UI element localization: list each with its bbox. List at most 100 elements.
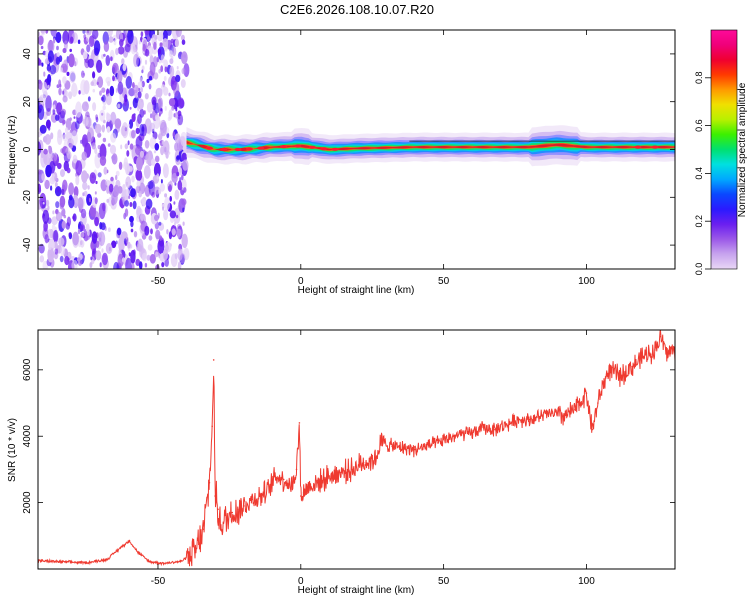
noise-blob	[170, 38, 175, 44]
noise-blob	[169, 65, 175, 78]
noise-blob	[94, 152, 102, 169]
noise-blob	[38, 31, 41, 37]
noise-blob	[137, 81, 143, 89]
snr-data-point	[340, 471, 342, 474]
noise-blob	[180, 131, 188, 147]
noise-blob	[47, 40, 55, 53]
noise-blob	[163, 59, 169, 69]
snr-data-point	[120, 546, 122, 549]
snr-data-point	[437, 442, 439, 444]
noise-blob	[172, 131, 176, 138]
noise-blob	[108, 36, 114, 43]
noise-blob	[43, 71, 46, 77]
noise-blob	[168, 184, 172, 193]
snr-y-axis-label: SNR (10 * v/v)	[7, 418, 18, 482]
noise-blob	[134, 96, 139, 104]
noise-blob	[54, 181, 58, 188]
noise-blob	[62, 119, 66, 125]
noise-blob	[89, 172, 97, 184]
noise-blob	[149, 61, 156, 76]
noise-blob	[106, 185, 110, 194]
noise-blob	[73, 116, 76, 119]
noise-blob	[166, 30, 172, 36]
noise-blob	[62, 179, 68, 192]
noise-blob	[140, 31, 144, 37]
noise-blob	[118, 198, 123, 208]
noise-blob	[174, 253, 178, 260]
noise-blob	[177, 261, 182, 269]
noise-blob	[118, 161, 123, 170]
snr-plot-area	[38, 330, 675, 569]
snr-data-point	[517, 418, 519, 421]
noise-blob	[125, 162, 130, 175]
noise-blob	[100, 222, 106, 231]
noise-blob	[117, 103, 121, 109]
noise-blob	[150, 228, 153, 235]
snr-data-point	[211, 425, 213, 428]
noise-blob	[52, 210, 55, 215]
noise-blob	[59, 255, 64, 263]
noise-blob	[47, 242, 52, 251]
snr-y-tick-label: 4000	[22, 425, 33, 448]
noise-blob	[81, 208, 87, 219]
snr-data-point	[237, 508, 239, 511]
noise-blob	[128, 88, 135, 97]
noise-blob	[149, 253, 156, 264]
noise-blob	[86, 44, 91, 53]
noise-blob	[147, 244, 153, 251]
noise-blob	[117, 70, 123, 83]
spectrogram-x-tick-label: 0	[298, 276, 304, 287]
spectrogram-x-axis: -50 0 50 100	[151, 30, 595, 287]
noise-blob	[133, 231, 138, 238]
noise-blob	[157, 48, 162, 55]
noise-blob	[90, 241, 94, 250]
noise-blob	[65, 118, 72, 131]
noise-blob	[112, 64, 117, 74]
noise-blob	[129, 106, 132, 110]
noise-blob	[136, 180, 141, 187]
snr-data-point	[482, 427, 485, 429]
noise-blob	[148, 75, 153, 81]
noise-blob	[124, 143, 129, 150]
signal-hotspot	[294, 144, 302, 148]
noise-blob	[45, 95, 52, 112]
noise-blob	[147, 181, 154, 189]
noise-blob	[144, 140, 150, 149]
noise-blob	[74, 61, 77, 67]
noise-blob	[128, 195, 131, 199]
spectrogram-x-axis-label: Height of straight line (km)	[298, 285, 415, 296]
noise-blob	[159, 42, 163, 48]
noise-blob	[99, 155, 107, 166]
noise-blob	[62, 90, 65, 95]
snr-data-point	[291, 485, 294, 487]
noise-blob	[183, 63, 190, 78]
noise-blob	[102, 105, 106, 111]
noise-blob	[105, 55, 111, 66]
noise-blob	[139, 77, 143, 83]
noise-blob	[177, 113, 184, 126]
snr-data-point	[212, 359, 215, 361]
spectrogram-y-axis-label: Frequency (Hz)	[7, 116, 18, 185]
noise-blob	[98, 202, 106, 220]
noise-blob	[72, 154, 78, 164]
noise-blob	[155, 264, 160, 269]
noise-blob	[109, 144, 117, 155]
noise-blob	[99, 262, 102, 268]
noise-blob	[43, 221, 48, 232]
noise-blob	[171, 80, 174, 85]
noise-blob	[95, 116, 99, 123]
snr-data-point	[128, 540, 131, 542]
snr-data-point	[505, 423, 508, 426]
noise-blob	[178, 243, 183, 251]
noise-blob	[87, 127, 94, 143]
snr-data-point	[105, 558, 108, 561]
noise-blob	[132, 82, 135, 89]
noise-blob	[175, 30, 182, 38]
noise-blob	[180, 34, 185, 41]
snr-data-point	[302, 491, 305, 494]
noise-blob	[124, 43, 131, 53]
noise-blob	[131, 175, 135, 183]
signal-hotspot	[234, 147, 242, 152]
noise-blob	[138, 261, 143, 269]
noise-blob	[175, 74, 181, 83]
